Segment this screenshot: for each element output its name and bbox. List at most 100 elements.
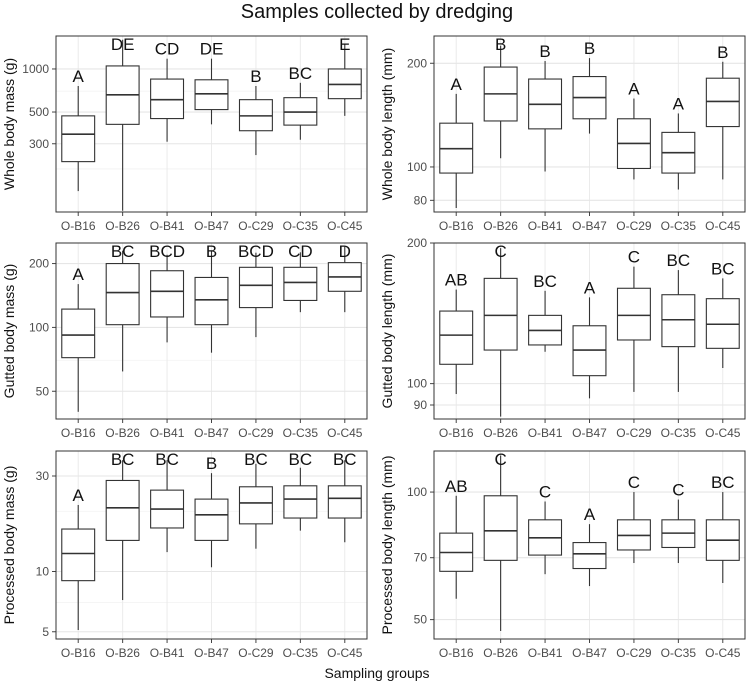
significance-letter: CD: [155, 40, 180, 59]
x-tick-label: O-B26: [105, 219, 140, 233]
significance-letter: B: [250, 67, 261, 86]
significance-letter: B: [584, 39, 595, 58]
x-tick-label: O-B47: [194, 426, 229, 440]
significance-letter: C: [539, 483, 551, 502]
x-tick-label: O-B41: [150, 646, 185, 660]
x-tick-label: O-C29: [238, 646, 274, 660]
box-O-C35: C: [661, 481, 696, 564]
significance-letter: A: [584, 278, 596, 297]
box-O-B26: BC: [105, 450, 140, 601]
box-O-C35: A: [661, 94, 696, 190]
box-O-C45: BC: [327, 450, 362, 543]
significance-letter: A: [73, 67, 85, 86]
x-tick-label: O-B41: [528, 219, 563, 233]
y-tick-label: 200: [407, 236, 427, 250]
y-axis-label: Processed body mass (g): [1, 466, 17, 625]
x-tick-label: O-B16: [439, 219, 474, 233]
box-iqr: [572, 542, 607, 570]
box-iqr: [327, 485, 362, 519]
box-iqr: [705, 77, 740, 128]
x-tick-label: O-C45: [705, 426, 741, 440]
x-tick-label: O-C29: [238, 426, 274, 440]
y-tick-label: 5: [42, 625, 49, 639]
significance-letter: CD: [288, 242, 313, 261]
significance-letter: AB: [445, 477, 468, 496]
box-O-B26: B: [483, 35, 518, 159]
box-O-B41: CD: [150, 40, 185, 142]
y-tick-label: 1000: [22, 62, 49, 76]
box-O-B16: A: [439, 75, 474, 209]
box-iqr: [238, 266, 273, 309]
x-tick-label: O-B47: [194, 219, 229, 233]
y-axis-label: Gutted body length (mm): [379, 254, 395, 409]
x-tick-label: O-B16: [61, 219, 96, 233]
significance-letter: A: [73, 486, 85, 505]
box-O-B47: B: [194, 242, 229, 353]
significance-letter: BC: [111, 450, 135, 469]
x-tick-label: O-B26: [483, 646, 518, 660]
x-tick-label: O-B26: [483, 219, 518, 233]
x-tick-label: O-B16: [439, 426, 474, 440]
significance-letter: E: [339, 35, 350, 54]
y-tick-label: 100: [407, 377, 427, 391]
box-O-B47: A: [572, 278, 607, 399]
y-tick-label: 100: [407, 485, 427, 499]
box-O-C45: B: [705, 43, 740, 180]
box-O-C29: BC: [238, 450, 273, 549]
box-O-B41: C: [528, 483, 563, 575]
box-iqr: [105, 263, 140, 326]
significance-letter: A: [628, 80, 640, 99]
x-tick-label: O-C45: [327, 426, 363, 440]
panel-border: [433, 450, 746, 640]
y-tick-label: 90: [414, 398, 428, 412]
significance-letter: A: [584, 505, 596, 524]
x-tick-label: O-B47: [572, 219, 607, 233]
box-O-C45: BC: [705, 259, 740, 369]
figure-x-axis-label: Sampling groups: [324, 665, 430, 681]
x-tick-label: O-B26: [483, 426, 518, 440]
x-tick-label: O-C35: [661, 219, 697, 233]
box-iqr: [61, 528, 96, 582]
y-tick-label: 80: [414, 193, 428, 207]
y-tick-label: 50: [414, 613, 428, 627]
y-tick-label: 50: [36, 384, 50, 398]
x-tick-label: O-C35: [661, 426, 697, 440]
box-O-C29: C: [616, 473, 651, 564]
significance-letter: C: [495, 450, 507, 469]
y-axis-label: Whole body mass (g): [1, 58, 17, 190]
box-iqr: [483, 277, 518, 351]
box-O-B47: B: [572, 39, 607, 134]
box-iqr: [483, 495, 518, 561]
significance-letter: C: [672, 481, 684, 500]
y-axis-label: Gutted body mass (g): [1, 264, 17, 399]
box-iqr: [661, 294, 696, 348]
panel-border: [55, 450, 368, 640]
x-tick-label: O-C29: [616, 426, 652, 440]
significance-letter: C: [628, 473, 640, 492]
box-iqr: [150, 270, 185, 318]
box-O-B16: AB: [439, 271, 474, 395]
significance-letter: C: [495, 242, 507, 261]
significance-letter: D: [339, 242, 351, 261]
box-O-B26: DE: [105, 35, 140, 211]
box-O-B47: A: [572, 505, 607, 587]
panel-border: [433, 35, 746, 213]
significance-letter: BC: [533, 272, 557, 291]
box-O-C29: BCD: [238, 242, 274, 338]
x-tick-label: O-C35: [283, 426, 319, 440]
box-iqr: [439, 310, 474, 365]
significance-letter: BC: [667, 251, 691, 270]
significance-letter: BC: [711, 473, 735, 492]
box-O-C35: BC: [283, 64, 318, 140]
box-iqr: [194, 276, 229, 326]
box-O-B41: B: [528, 42, 563, 172]
x-tick-label: O-B26: [105, 646, 140, 660]
x-tick-label: O-B47: [572, 426, 607, 440]
significance-letter: BCD: [149, 242, 185, 261]
x-tick-label: O-B47: [194, 646, 229, 660]
box-iqr: [194, 79, 229, 111]
y-tick-label: 30: [36, 469, 50, 483]
panel-border: [55, 242, 368, 420]
box-iqr: [238, 486, 273, 525]
significance-letter: DE: [111, 35, 135, 54]
